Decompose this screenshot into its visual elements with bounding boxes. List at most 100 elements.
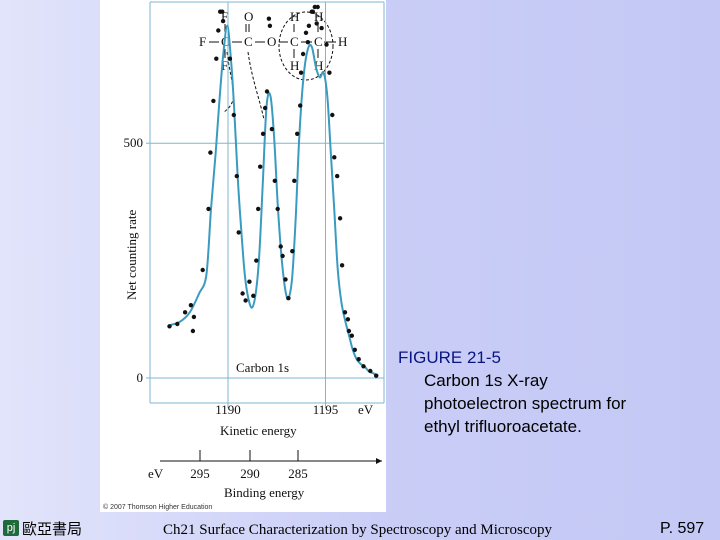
data-point bbox=[264, 89, 270, 94]
data-point bbox=[303, 30, 309, 35]
plot-frame bbox=[149, 1, 385, 404]
atom-bottom-f: F bbox=[221, 58, 228, 73]
x-tick-label: 1190 bbox=[215, 402, 241, 417]
binding-axis-label: Binding energy bbox=[224, 485, 305, 500]
data-point bbox=[356, 357, 361, 362]
binding-energy-axis: 295 290 285 eV Binding energy bbox=[148, 450, 382, 500]
data-point bbox=[220, 18, 226, 24]
data-point bbox=[310, 9, 315, 14]
y-tick-labels: 0 500 bbox=[124, 135, 144, 385]
data-point bbox=[314, 21, 319, 26]
data-point bbox=[346, 328, 352, 334]
data-point bbox=[290, 249, 295, 254]
atom-c3: C bbox=[290, 34, 299, 49]
copyright-text: © 2007 Thomson Higher Education bbox=[103, 503, 212, 511]
x-tick-label: 1195 bbox=[313, 402, 339, 417]
data-point bbox=[298, 70, 304, 75]
binding-tick-labels: 295 290 285 bbox=[190, 450, 308, 481]
data-point bbox=[272, 178, 277, 183]
data-point bbox=[267, 23, 273, 28]
data-point bbox=[214, 56, 219, 61]
atom-h-right: H bbox=[338, 34, 347, 49]
data-point bbox=[283, 277, 288, 282]
data-point bbox=[319, 25, 324, 31]
data-point bbox=[200, 267, 205, 273]
data-point bbox=[339, 263, 345, 268]
data-point bbox=[188, 303, 194, 308]
fit-curve bbox=[170, 24, 379, 377]
x-tick-labels: 1190 1195 bbox=[215, 402, 338, 417]
binding-tick-label: 295 bbox=[190, 466, 210, 481]
data-point bbox=[352, 347, 357, 352]
x-unit-label: eV bbox=[358, 402, 374, 417]
data-point bbox=[260, 131, 266, 136]
data-point bbox=[269, 126, 275, 132]
publisher-name: 歐亞書局 bbox=[22, 520, 83, 538]
data-points-layer bbox=[167, 4, 379, 378]
publisher-logo-icon: pj bbox=[3, 520, 19, 536]
data-point bbox=[305, 40, 311, 45]
figure-caption: FIGURE 21-5 Carbon 1s X-ray photoelectro… bbox=[398, 346, 698, 438]
atom-bottom-h1: H bbox=[290, 58, 299, 73]
data-point bbox=[190, 328, 196, 334]
data-point bbox=[220, 9, 225, 14]
data-point bbox=[315, 4, 320, 10]
data-point bbox=[243, 298, 248, 303]
atom-c4: C bbox=[314, 34, 323, 49]
publisher-logo: pj 歐亞書局 bbox=[3, 518, 82, 538]
atom-bottom-h2: H bbox=[314, 58, 323, 73]
data-point bbox=[292, 178, 297, 183]
ethyl-group-circle bbox=[278, 11, 334, 81]
data-point bbox=[262, 105, 268, 111]
carbonyl-link-line bbox=[247, 51, 265, 121]
data-point bbox=[368, 368, 373, 374]
data-point bbox=[286, 296, 291, 301]
data-point bbox=[247, 279, 252, 284]
data-point bbox=[306, 23, 312, 28]
data-point bbox=[280, 253, 285, 259]
binding-tick-label: 290 bbox=[240, 466, 260, 481]
caption-line-2: photoelectron spectrum for bbox=[424, 394, 627, 413]
peak-label: Carbon 1s bbox=[236, 360, 289, 375]
data-point bbox=[324, 42, 329, 47]
data-point bbox=[216, 28, 221, 33]
atom-top-f: F bbox=[221, 9, 228, 24]
data-point bbox=[349, 333, 354, 338]
data-point bbox=[345, 317, 351, 322]
data-point bbox=[335, 173, 340, 179]
spectrum-figure: F O H H F C C O C C H F H H bbox=[100, 0, 386, 512]
data-point bbox=[227, 56, 233, 61]
data-point bbox=[327, 70, 332, 75]
caption-line-3: ethyl trifluoroacetate. bbox=[424, 417, 582, 436]
data-point bbox=[191, 314, 197, 320]
data-point bbox=[332, 155, 337, 160]
y-axis-label: Net counting rate bbox=[124, 210, 139, 300]
data-point bbox=[231, 112, 236, 118]
data-point bbox=[256, 206, 261, 212]
data-point bbox=[266, 16, 272, 21]
atom-c2: C bbox=[244, 34, 253, 49]
caption-line-1: Carbon 1s X-ray bbox=[424, 371, 548, 390]
data-point bbox=[206, 206, 211, 212]
data-point bbox=[275, 206, 280, 212]
data-point bbox=[182, 310, 188, 315]
data-point bbox=[258, 164, 263, 169]
binding-tick-label: 285 bbox=[288, 466, 308, 481]
atom-top-h1: H bbox=[290, 9, 299, 24]
data-point bbox=[211, 98, 216, 104]
spectrum-chart: F O H H F C C O C C H F H H bbox=[103, 1, 385, 511]
data-point bbox=[330, 112, 335, 118]
data-point bbox=[208, 150, 213, 155]
chapter-footer: Ch21 Surface Characterization by Spectro… bbox=[163, 522, 553, 538]
page-number: P. 597 bbox=[660, 520, 705, 537]
caption-title: FIGURE 21-5 bbox=[398, 348, 501, 367]
x-axis-label: Kinetic energy bbox=[220, 423, 297, 438]
data-point bbox=[236, 230, 241, 235]
data-point bbox=[254, 258, 259, 263]
data-point bbox=[240, 291, 245, 296]
atom-f-left: F bbox=[199, 34, 206, 49]
data-point bbox=[175, 321, 180, 327]
data-point bbox=[342, 310, 348, 315]
data-point bbox=[278, 244, 283, 249]
data-point bbox=[295, 131, 300, 136]
